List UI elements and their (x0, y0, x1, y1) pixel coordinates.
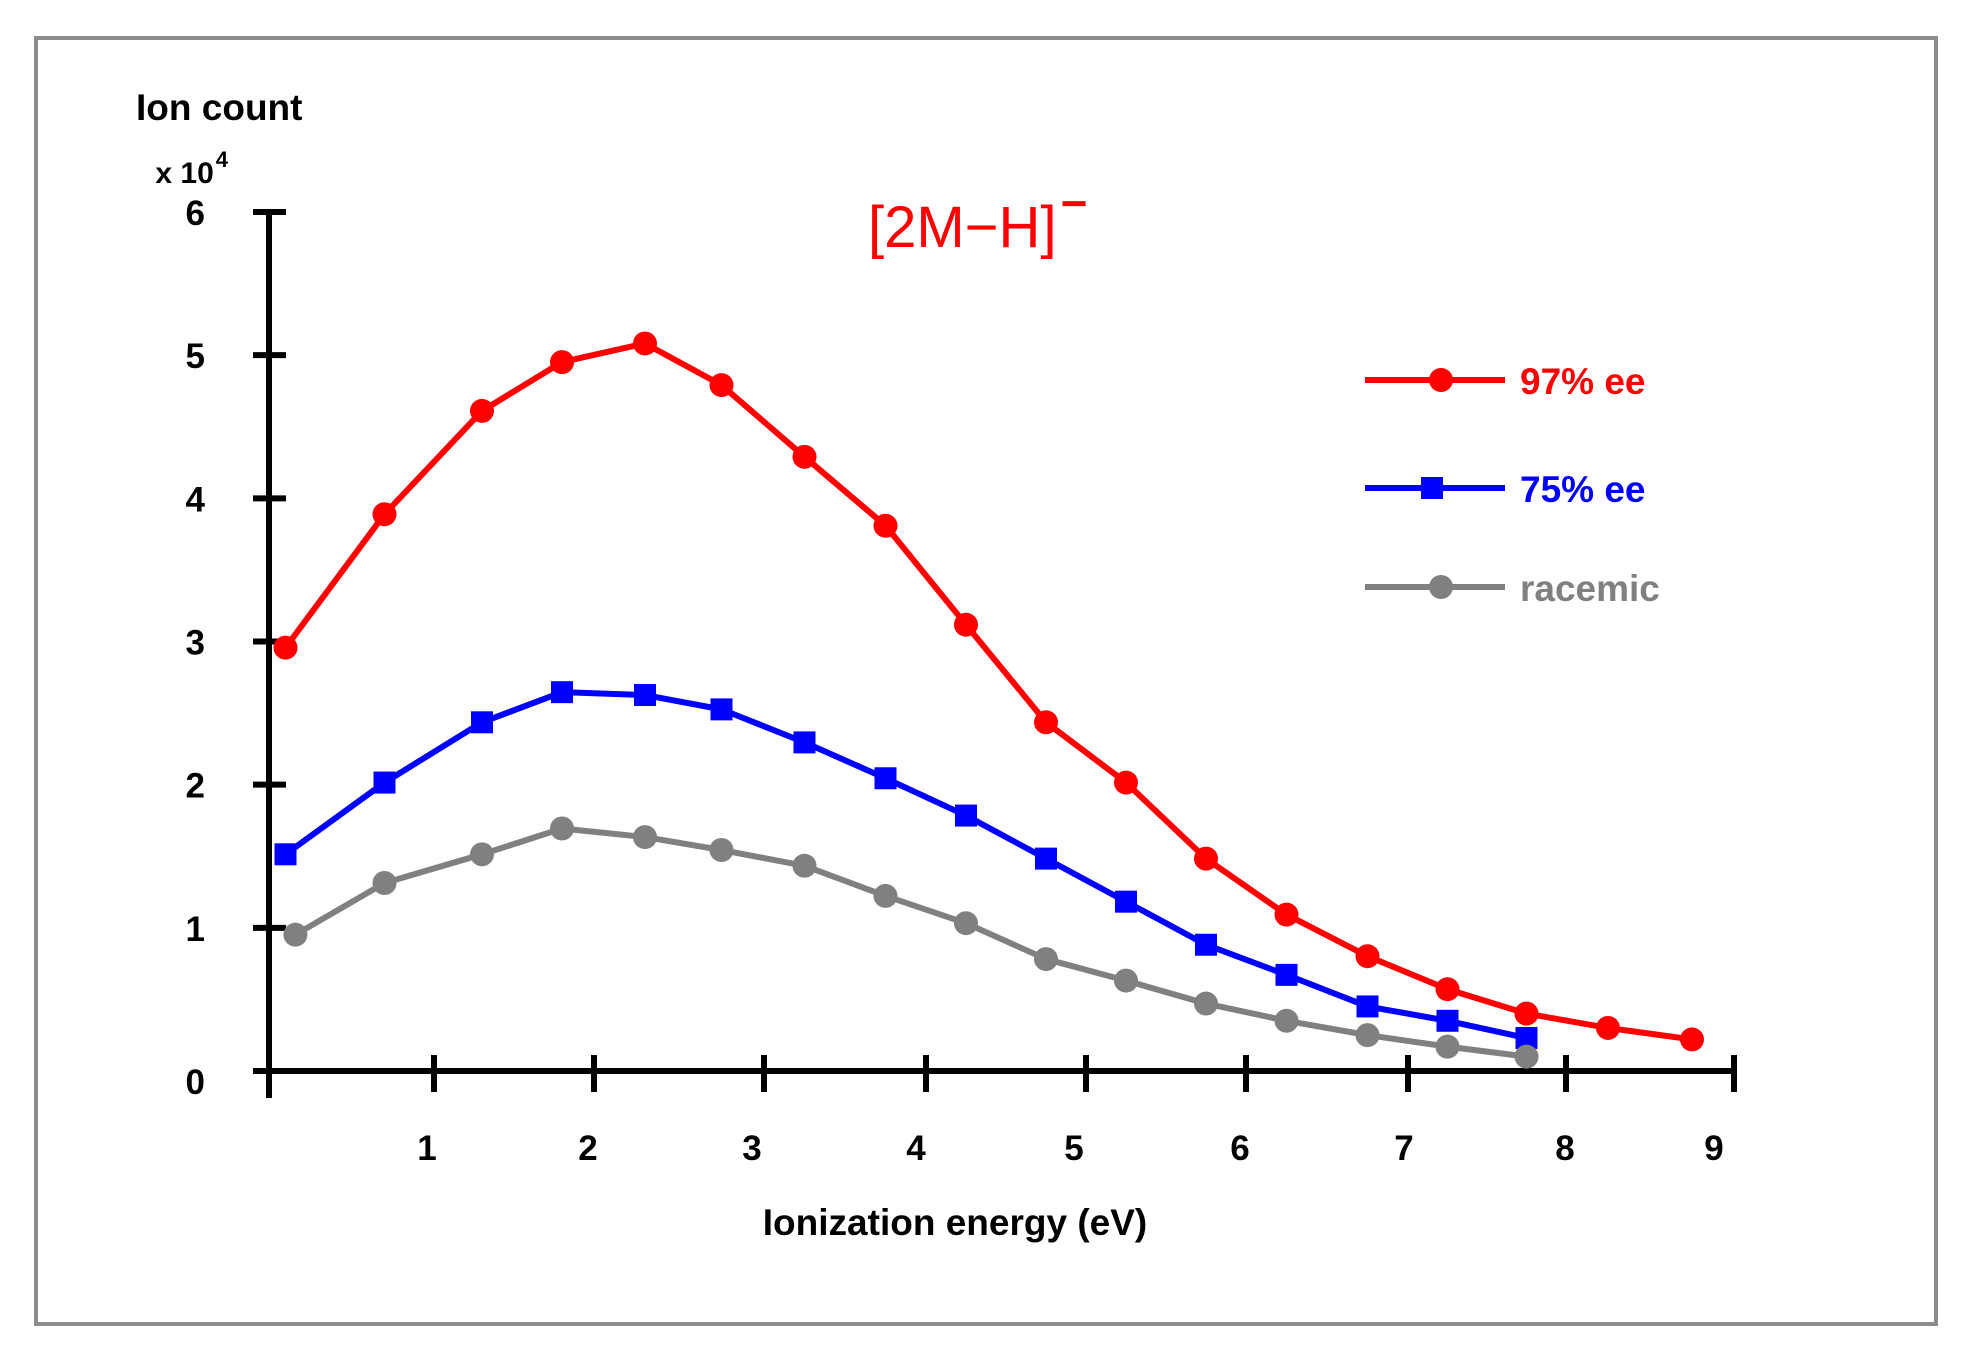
data-point-97-ee-6 (792, 444, 817, 469)
data-point-97-ee-2 (470, 398, 494, 423)
data-point-75-ee-12 (1275, 963, 1298, 986)
data-point-75-ee-0 (274, 843, 297, 866)
data-point-97-ee-7 (873, 513, 898, 538)
data-point-75-ee-14 (1436, 1009, 1459, 1032)
x-tick-label-3: 3 (742, 1129, 761, 1168)
series-layer (273, 331, 1704, 1069)
data-point-racemic-2 (470, 842, 494, 867)
data-point-97-ee-14 (1435, 977, 1460, 1002)
data-point-racemic-9 (1034, 947, 1058, 972)
x-tick-label-8: 8 (1555, 1129, 1574, 1168)
data-point-racemic-12 (1274, 1008, 1299, 1033)
data-point-97-ee-13 (1355, 944, 1380, 969)
data-point-racemic-0 (283, 922, 308, 947)
chart-title-superscript: − (1061, 177, 1088, 229)
series-line-97-ee (283, 340, 1693, 1043)
data-point-75-ee-5 (710, 698, 733, 721)
series-racemic (283, 816, 1539, 1069)
x-tick-label-6: 6 (1230, 1129, 1249, 1168)
data-point-75-ee-8 (955, 804, 977, 827)
chart-frame (34, 36, 1938, 1326)
data-point-75-ee-3 (551, 681, 573, 704)
data-point-racemic-11 (1194, 991, 1218, 1016)
chart-title-main: [2M−H] (868, 195, 1057, 260)
data-point-97-ee-10 (1114, 770, 1138, 795)
legend: 97% ee 75% ee racemic (1365, 361, 1660, 609)
data-point-racemic-6 (792, 853, 817, 878)
y-tick-label-2: 2 (186, 767, 205, 806)
legend-label-75-ee: 75% ee (1520, 469, 1646, 510)
series-97-ee (273, 331, 1704, 1052)
data-point-75-ee-6 (793, 731, 816, 754)
y-axis-label: Ion count (136, 87, 302, 128)
x-tick-label-7: 7 (1394, 1129, 1413, 1168)
legend-marker-racemic (1429, 575, 1453, 599)
x-tick-label-4: 4 (906, 1129, 926, 1168)
data-point-racemic-5 (709, 838, 734, 863)
data-point-97-ee-16 (1596, 1015, 1620, 1040)
data-point-97-ee-3 (550, 350, 574, 375)
data-point-75-ee-13 (1356, 995, 1379, 1018)
x-axis-label: Ionization energy (eV) (763, 1202, 1147, 1243)
data-point-racemic-3 (550, 816, 574, 841)
y-tick-label-4: 4 (186, 480, 206, 519)
y-axis-multiplier-exponent: 4 (216, 147, 229, 172)
legend-label-97-ee: 97% ee (1520, 361, 1646, 402)
y-tick-label-0: 0 (186, 1063, 205, 1102)
data-point-racemic-7 (873, 883, 898, 908)
data-point-75-ee-11 (1195, 933, 1217, 956)
data-point-97-ee-5 (709, 373, 734, 398)
data-point-97-ee-11 (1194, 846, 1218, 871)
data-point-75-ee-9 (1035, 847, 1057, 870)
y-axis-multiplier: x 104 (155, 147, 228, 190)
series-75-ee (274, 681, 1538, 1049)
data-point-97-ee-15 (1514, 1001, 1539, 1026)
data-point-75-ee-15 (1515, 1026, 1538, 1049)
x-tick-label-1: 1 (417, 1129, 436, 1168)
data-point-97-ee-4 (633, 331, 657, 356)
y-tick-label-6: 6 (186, 194, 205, 233)
data-point-racemic-1 (372, 871, 397, 896)
data-point-97-ee-9 (1034, 710, 1058, 735)
legend-entry-75-ee: 75% ee (1365, 469, 1646, 510)
series-line-75-ee (283, 689, 1528, 1041)
series-line-racemic (293, 825, 1527, 1060)
data-point-racemic-10 (1114, 968, 1138, 993)
x-tick-label-2: 2 (578, 1129, 597, 1168)
data-point-97-ee-17 (1680, 1027, 1704, 1052)
x-axis-ticks: 1 2 3 4 5 6 7 8 9 (417, 1055, 1737, 1168)
data-point-75-ee-7 (874, 767, 897, 790)
legend-marker-75-ee (1421, 477, 1443, 499)
data-point-75-ee-4 (634, 684, 656, 707)
y-tick-label-1: 1 (186, 910, 205, 949)
x-tick-label-5: 5 (1064, 1129, 1083, 1168)
legend-entry-racemic: racemic (1365, 568, 1660, 609)
data-point-racemic-13 (1355, 1023, 1380, 1048)
data-point-97-ee-1 (372, 502, 397, 527)
data-point-75-ee-1 (373, 771, 396, 794)
y-tick-label-5: 5 (186, 337, 205, 376)
data-point-97-ee-12 (1274, 902, 1299, 927)
legend-marker-97-ee (1429, 368, 1453, 392)
data-point-97-ee-0 (273, 635, 298, 660)
data-point-racemic-15 (1514, 1044, 1539, 1069)
y-axis-multiplier-base: x 10 (155, 157, 213, 190)
data-point-racemic-4 (633, 825, 657, 850)
legend-entry-97-ee: 97% ee (1365, 361, 1646, 402)
legend-label-racemic: racemic (1520, 568, 1660, 609)
data-point-75-ee-10 (1115, 890, 1137, 913)
y-tick-label-3: 3 (186, 624, 205, 663)
data-point-racemic-14 (1435, 1034, 1460, 1059)
data-point-racemic-8 (954, 911, 978, 936)
data-point-75-ee-2 (471, 711, 493, 734)
chart-title: [2M−H]− (868, 177, 1087, 260)
data-point-97-ee-8 (954, 612, 978, 637)
x-tick-label-9: 9 (1704, 1129, 1723, 1168)
